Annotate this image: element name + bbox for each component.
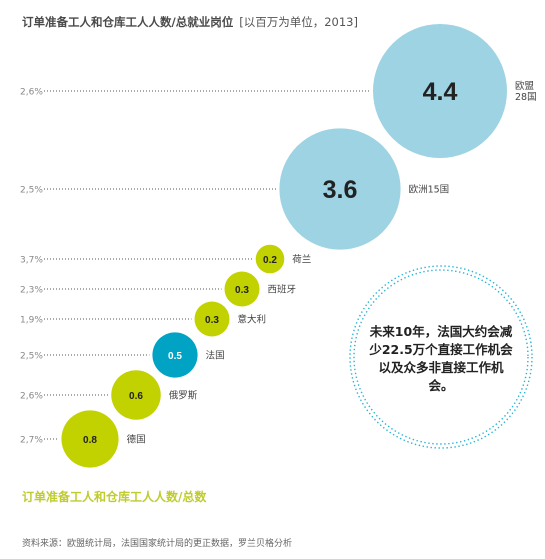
annotation-circle-outer	[349, 265, 533, 449]
value-label: 0.6	[129, 391, 143, 402]
country-label: 28国	[515, 92, 537, 103]
bubble	[61, 410, 119, 468]
country-label: 荷兰	[292, 254, 311, 266]
chart-title-sub: [以百万为单位，2013]	[239, 15, 358, 29]
share-label: 2,6%	[20, 88, 43, 98]
country-label: 德国	[127, 434, 146, 446]
bubble	[373, 24, 507, 158]
annotation-circle-inner	[353, 269, 529, 445]
bubble	[194, 301, 230, 337]
source-note: 资料来源：欧盟统计局，法国国家统计局的更正数据，罗兰贝格分析	[22, 539, 293, 549]
annotation-line: 会。	[428, 378, 453, 393]
value-label: 4.4	[423, 78, 458, 106]
value-label: 0.2	[263, 255, 277, 266]
chart-title-main: 订单准备工人和仓库工人人数/总就业岗位	[22, 15, 234, 29]
share-label: 2,7%	[20, 436, 43, 446]
share-label: 2,6%	[20, 392, 43, 402]
chart-title: 订单准备工人和仓库工人人数/总就业岗位 [以百万为单位，2013]	[22, 14, 358, 30]
bubble	[152, 332, 198, 378]
country-label: 法国	[206, 350, 225, 362]
share-label: 3,7%	[20, 256, 43, 266]
country-label: 欧洲15国	[409, 184, 450, 196]
bubble	[224, 271, 260, 307]
value-label: 0.3	[205, 315, 219, 326]
share-label: 2,5%	[20, 352, 43, 362]
country-label: 俄罗斯	[169, 390, 198, 402]
share-label: 1,9%	[20, 316, 43, 326]
country-label: 欧盟	[515, 80, 535, 92]
annotation-line: 少22.5万个直接工作机会	[368, 342, 513, 357]
annotation-line: 未来10年，法国大约会减	[369, 324, 513, 339]
country-label: 西班牙	[267, 284, 296, 296]
value-label: 0.5	[168, 351, 182, 362]
value-label: 3.6	[323, 176, 358, 204]
bubble	[279, 128, 401, 250]
value-label: 0.8	[83, 435, 97, 446]
bubble	[111, 370, 161, 420]
country-label: 意大利	[237, 314, 266, 326]
bubble	[255, 244, 285, 274]
x-axis-label: 订单准备工人和仓库工人人数/总数	[22, 490, 207, 504]
share-label: 2,5%	[20, 186, 43, 196]
annotation-line: 以及众多非直接工作机	[378, 360, 504, 375]
value-label: 0.3	[235, 285, 249, 296]
share-label: 2,3%	[20, 286, 43, 296]
